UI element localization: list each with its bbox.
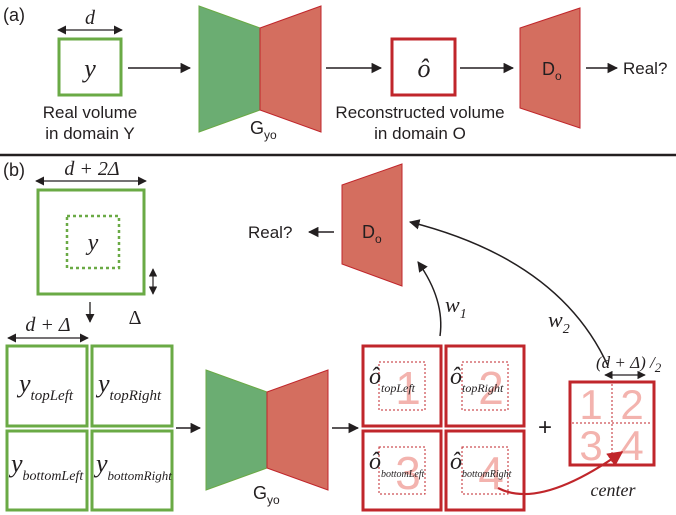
center-num-1: 1 [579,381,602,428]
real-volume-label-line1: Real volume [43,103,138,122]
center-num-2: 2 [620,381,643,428]
generator-a-encoder [198,5,261,133]
o-patch-bottom-left [361,429,443,512]
reconstructed-label-line1: Reconstructed volume [335,103,504,122]
discriminator-b-label: Do [362,222,382,246]
o-patch-top-left-inner [378,361,426,411]
generator-b-decoder [266,369,329,491]
o-patch-bottom-right-label: ôbottomRight [450,449,512,480]
o-patch-top-right [444,344,526,428]
center-width-label: (d + Δ) /2 [596,353,662,375]
outer-width-label: d + 2Δ [64,158,119,180]
y-patch-top-left-label: ytopLeft [16,369,74,404]
o-patch-top-right-inner [461,361,509,411]
real-volume-y: y [81,54,96,83]
o-patch-bottom-left-label: ôbottomLeft [369,449,425,480]
plus-sign: + [538,414,552,441]
reconstructed-volume-box [390,37,457,97]
generator-b [205,369,329,491]
o-patch-bottom-right [444,429,526,512]
o-patch-bottom-right-num: 4 [478,447,504,499]
o-patch-bottom-left-inner [378,446,426,495]
reconstructed-volume-o: ô [418,54,431,83]
y-patch-top-right-label: ytopRight [95,369,162,404]
d-width-label: d [85,7,96,29]
real-question-a: Real? [623,59,667,78]
y-patch-bottom-left [5,429,89,512]
generator-b-encoder [205,369,268,491]
o-patch-grid [361,344,526,512]
w1-arrow [417,261,442,337]
w2-arrow [408,219,609,367]
w2-label: w2 [548,307,570,337]
generator-a-label: Gyo [250,118,277,142]
y-patch-bottom-left-label: ybottomLeft [8,449,84,484]
generator-a [198,5,322,133]
patch-width-label: d + Δ [25,314,70,336]
y-patch-grid [5,344,174,512]
patch-to-center-arrow [497,451,624,496]
panel-b: (b) d + 2Δ y Δ d + Δ ytopLeft ytopRight … [3,158,662,512]
o-patch-top-right-label: ôtopRight [450,364,504,395]
y-patch-top-left [5,344,89,428]
o-patch-top-right-num: 2 [478,362,504,414]
real-volume-box [57,37,123,97]
w1-label: w1 [445,292,467,322]
panel-a-label: (a) [3,5,25,25]
center-num-4: 4 [620,422,643,469]
o-patch-bottom-left-num: 3 [395,447,421,499]
real-volume-label-line2: in domain Y [45,124,134,143]
generator-b-label: Gyo [253,483,280,507]
o-patch-top-left [361,344,443,428]
real-question-b: Real? [248,223,292,242]
y-patch-bottom-right [90,429,174,512]
reconstructed-label-line2: in domain O [374,124,466,143]
panel-a: (a) d y Real volume in domain Y Gyo ô Re… [3,5,667,143]
padded-volume-box [36,188,146,296]
padded-volume-y: y [86,230,99,256]
discriminator-b [341,163,403,287]
inner-volume-box [65,214,121,270]
y-patch-top-right [90,344,174,428]
generator-a-decoder [259,5,322,133]
center-label: center [591,480,637,500]
o-patch-top-left-label: ôtopLeft [369,364,416,395]
o-patch-top-left-num: 1 [395,362,421,414]
panel-b-label: (b) [3,160,25,180]
y-patch-bottom-right-label: ybottomRight [93,449,172,483]
center-num-3: 3 [579,422,602,469]
discriminator-a [519,7,581,129]
o-patch-bottom-right-inner [461,446,509,495]
delta-label: Δ [129,307,142,329]
discriminator-a-label: Do [542,59,562,83]
